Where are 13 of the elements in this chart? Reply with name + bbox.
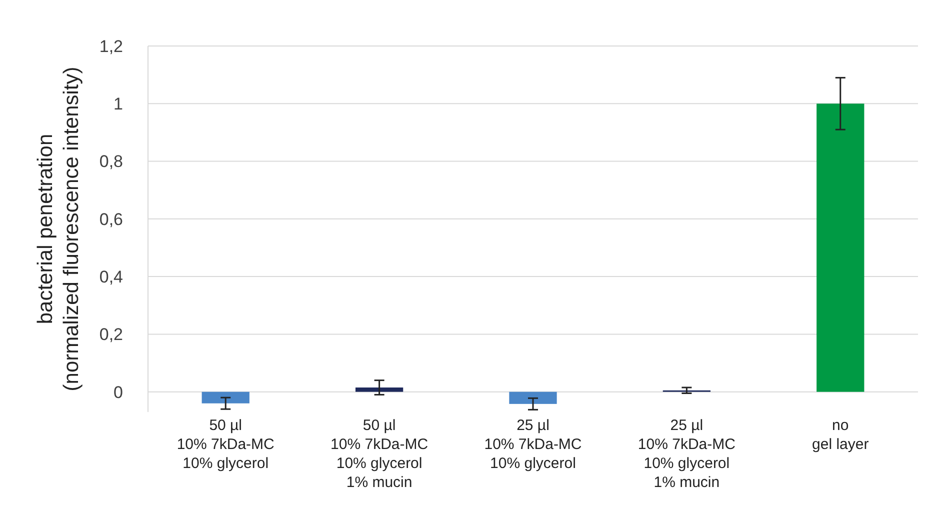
y-tick-label: 0,8 (99, 152, 123, 172)
y-tick-label: 0 (114, 382, 123, 402)
y-tick-label: 1,2 (99, 36, 123, 56)
x-tick-label: 25 µl 10% 7kDa-MC 10% glycerol (484, 417, 582, 472)
y-tick-label: 0,6 (99, 210, 123, 229)
y-tick-label: 0,2 (99, 325, 123, 344)
y-axis-title: bacterial penetration (normalized fluorescence intensity) (34, 66, 83, 392)
x-tick-label: 50 µl 10% 7kDa-MC 10% glycerol (176, 417, 275, 472)
x-tick-label: no gel layer (812, 417, 869, 453)
x-tick-label: 50 µl 10% 7kDa-MC 10% glycerol 1% mucin (330, 417, 428, 491)
y-tick-label: 1 (114, 94, 123, 114)
y-tick-label: 0,4 (99, 268, 123, 286)
x-tick-label: 25 µl 10% 7kDa-MC 10% glycerol 1% mucin (638, 417, 736, 491)
